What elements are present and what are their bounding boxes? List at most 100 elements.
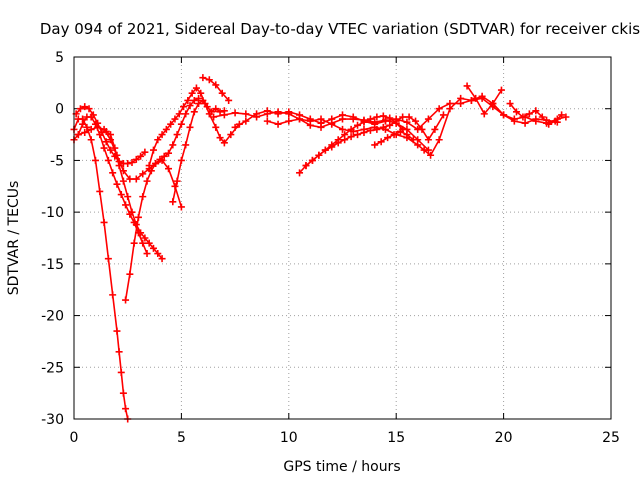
data-point	[242, 110, 250, 118]
data-point	[169, 141, 177, 149]
data-point	[409, 136, 417, 144]
data-point	[538, 113, 546, 121]
data-point	[87, 125, 95, 133]
x-tick-label: 15	[387, 430, 405, 446]
series-arc-16	[463, 82, 505, 118]
data-point	[113, 327, 121, 335]
data-point	[431, 125, 439, 133]
data-point	[137, 229, 145, 237]
data-point	[158, 131, 166, 139]
data-point	[435, 136, 443, 144]
data-point	[231, 109, 239, 117]
data-point	[175, 110, 183, 118]
data-point	[169, 198, 177, 206]
data-point	[263, 107, 271, 115]
data-point	[296, 115, 304, 123]
data-point	[274, 110, 282, 118]
data-point	[111, 144, 119, 152]
data-point	[339, 111, 346, 119]
y-tick-label: -25	[41, 360, 64, 376]
data-point	[525, 110, 533, 118]
data-point	[551, 117, 559, 125]
data-point	[354, 131, 362, 139]
data-point	[532, 107, 540, 115]
data-point	[386, 121, 394, 129]
data-point	[126, 175, 134, 183]
series-arc-10	[210, 108, 432, 154]
data-point	[467, 96, 475, 104]
data-point	[347, 125, 355, 133]
series-arc-14	[302, 111, 447, 170]
data-point	[197, 89, 205, 97]
series-arc-5	[102, 127, 166, 263]
data-point	[218, 89, 226, 97]
data-point	[141, 234, 149, 242]
data-point	[102, 138, 110, 146]
data-point	[122, 405, 130, 413]
data-point	[227, 131, 235, 139]
data-point	[317, 115, 325, 123]
data-point	[558, 111, 566, 119]
data-point	[366, 115, 374, 123]
data-point	[512, 108, 520, 116]
data-point	[91, 156, 99, 164]
data-point	[128, 208, 136, 216]
data-point	[199, 74, 207, 82]
y-tick-label: -10	[41, 205, 64, 221]
x-tick-label: 5	[177, 430, 186, 446]
series-arc-7	[145, 84, 243, 170]
data-point	[414, 141, 422, 149]
series-arc-1	[70, 115, 132, 423]
plot-frame	[73, 56, 612, 420]
data-point	[152, 160, 160, 168]
data-point	[139, 239, 147, 247]
data-point	[126, 270, 134, 278]
axis-ticks	[73, 56, 612, 420]
data-point	[122, 296, 130, 304]
data-point	[107, 146, 115, 154]
data-point	[371, 141, 379, 149]
data-point	[510, 117, 518, 125]
data-point	[399, 113, 407, 121]
data-point	[315, 151, 323, 159]
data-point	[79, 120, 87, 128]
data-point	[334, 139, 342, 147]
data-series	[70, 74, 570, 423]
data-point	[119, 389, 127, 397]
data-point	[373, 113, 381, 121]
data-point	[107, 131, 115, 139]
data-point	[192, 84, 200, 92]
data-point	[113, 180, 121, 188]
data-point	[154, 250, 162, 258]
data-point	[489, 100, 497, 108]
data-point	[74, 131, 82, 139]
data-point	[207, 108, 215, 116]
data-point	[81, 129, 89, 137]
data-point	[274, 120, 282, 128]
series-line	[124, 97, 200, 301]
data-point	[173, 131, 181, 139]
data-point	[145, 239, 153, 247]
data-point	[117, 191, 125, 199]
series-arc-15	[371, 127, 417, 149]
data-point	[379, 123, 387, 131]
data-point	[94, 123, 102, 131]
data-point	[220, 139, 228, 147]
data-point	[562, 113, 570, 121]
data-point	[143, 250, 151, 258]
x-tick-label: 20	[495, 430, 513, 446]
data-point	[349, 113, 357, 121]
series-arc-9	[199, 74, 233, 104]
data-point	[379, 112, 387, 120]
y-axis-label: SDTVAR / TECUs	[6, 181, 22, 296]
data-point	[102, 127, 110, 135]
data-point	[373, 125, 381, 133]
data-point	[109, 169, 117, 177]
data-point	[212, 105, 220, 113]
y-tick-label: 0	[55, 102, 64, 118]
data-point	[210, 113, 218, 121]
data-point	[177, 120, 185, 128]
data-point	[104, 255, 112, 263]
data-point	[377, 138, 385, 146]
